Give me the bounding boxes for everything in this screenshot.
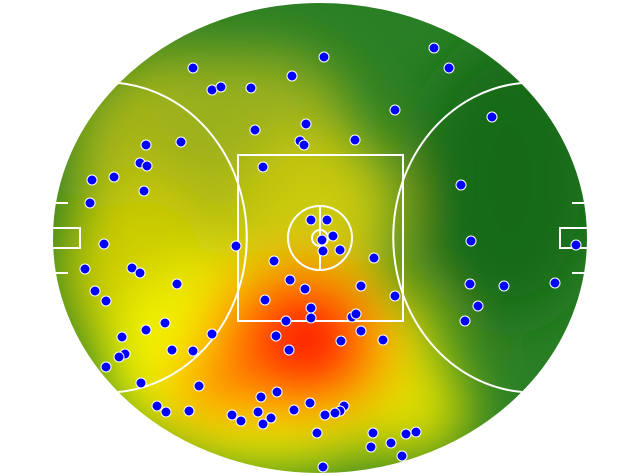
point: [355, 325, 367, 337]
point: [280, 315, 292, 327]
point: [305, 214, 317, 226]
point: [140, 324, 152, 336]
point: [318, 51, 330, 63]
point: [327, 230, 339, 242]
point: [257, 418, 269, 430]
point: [317, 245, 329, 257]
point: [350, 308, 362, 320]
point: [108, 171, 120, 183]
point: [284, 274, 296, 286]
point: [349, 134, 361, 146]
point: [252, 406, 264, 418]
point: [193, 380, 205, 392]
point: [288, 404, 300, 416]
point: [317, 461, 329, 473]
field-lines: [51, 1, 589, 475]
point: [183, 405, 195, 417]
point: [265, 412, 277, 424]
point: [257, 161, 269, 173]
point: [166, 344, 178, 356]
point: [389, 104, 401, 116]
point: [100, 361, 112, 373]
point: [100, 295, 112, 307]
point: [255, 391, 267, 403]
point: [355, 280, 367, 292]
point: [206, 328, 218, 340]
point: [389, 290, 401, 302]
point: [304, 397, 316, 409]
point: [230, 240, 242, 252]
point: [335, 335, 347, 347]
point: [305, 312, 317, 324]
point: [400, 428, 412, 440]
point: [215, 81, 227, 93]
point: [385, 437, 397, 449]
point: [377, 334, 389, 346]
point: [206, 84, 218, 96]
point: [498, 280, 510, 292]
point: [187, 345, 199, 357]
point: [472, 300, 484, 312]
point: [283, 344, 295, 356]
point: [300, 118, 312, 130]
point: [321, 214, 333, 226]
point: [98, 238, 110, 250]
point: [140, 139, 152, 151]
point: [319, 409, 331, 421]
point: [443, 62, 455, 74]
point: [286, 70, 298, 82]
point: [367, 427, 379, 439]
point: [141, 160, 153, 172]
point: [138, 185, 150, 197]
point: [486, 111, 498, 123]
point: [311, 427, 323, 439]
point: [334, 244, 346, 256]
point: [299, 283, 311, 295]
point: [329, 407, 341, 419]
point: [245, 82, 257, 94]
point: [116, 331, 128, 343]
point: [126, 262, 138, 274]
point: [459, 315, 471, 327]
point: [171, 278, 183, 290]
point: [226, 409, 238, 421]
point: [298, 139, 310, 151]
point: [159, 317, 171, 329]
point: [113, 351, 125, 363]
point: [249, 124, 261, 136]
point: [455, 179, 467, 191]
point: [175, 136, 187, 148]
point: [428, 42, 440, 54]
point: [271, 386, 283, 398]
point: [187, 62, 199, 74]
point: [235, 415, 247, 427]
point: [86, 174, 98, 186]
point: [135, 377, 147, 389]
point: [270, 330, 282, 342]
point: [365, 441, 377, 453]
point: [89, 285, 101, 297]
point: [464, 278, 476, 290]
point: [259, 294, 271, 306]
point: [465, 235, 477, 247]
point: [549, 277, 561, 289]
point: [410, 426, 422, 438]
point: [305, 302, 317, 314]
point: [368, 252, 380, 264]
point: [84, 197, 96, 209]
point: [160, 406, 172, 418]
point: [316, 234, 328, 246]
point: [396, 450, 408, 462]
point: [570, 239, 582, 251]
point: [151, 400, 163, 412]
point: [134, 267, 146, 279]
point: [268, 255, 280, 267]
point: [79, 263, 91, 275]
